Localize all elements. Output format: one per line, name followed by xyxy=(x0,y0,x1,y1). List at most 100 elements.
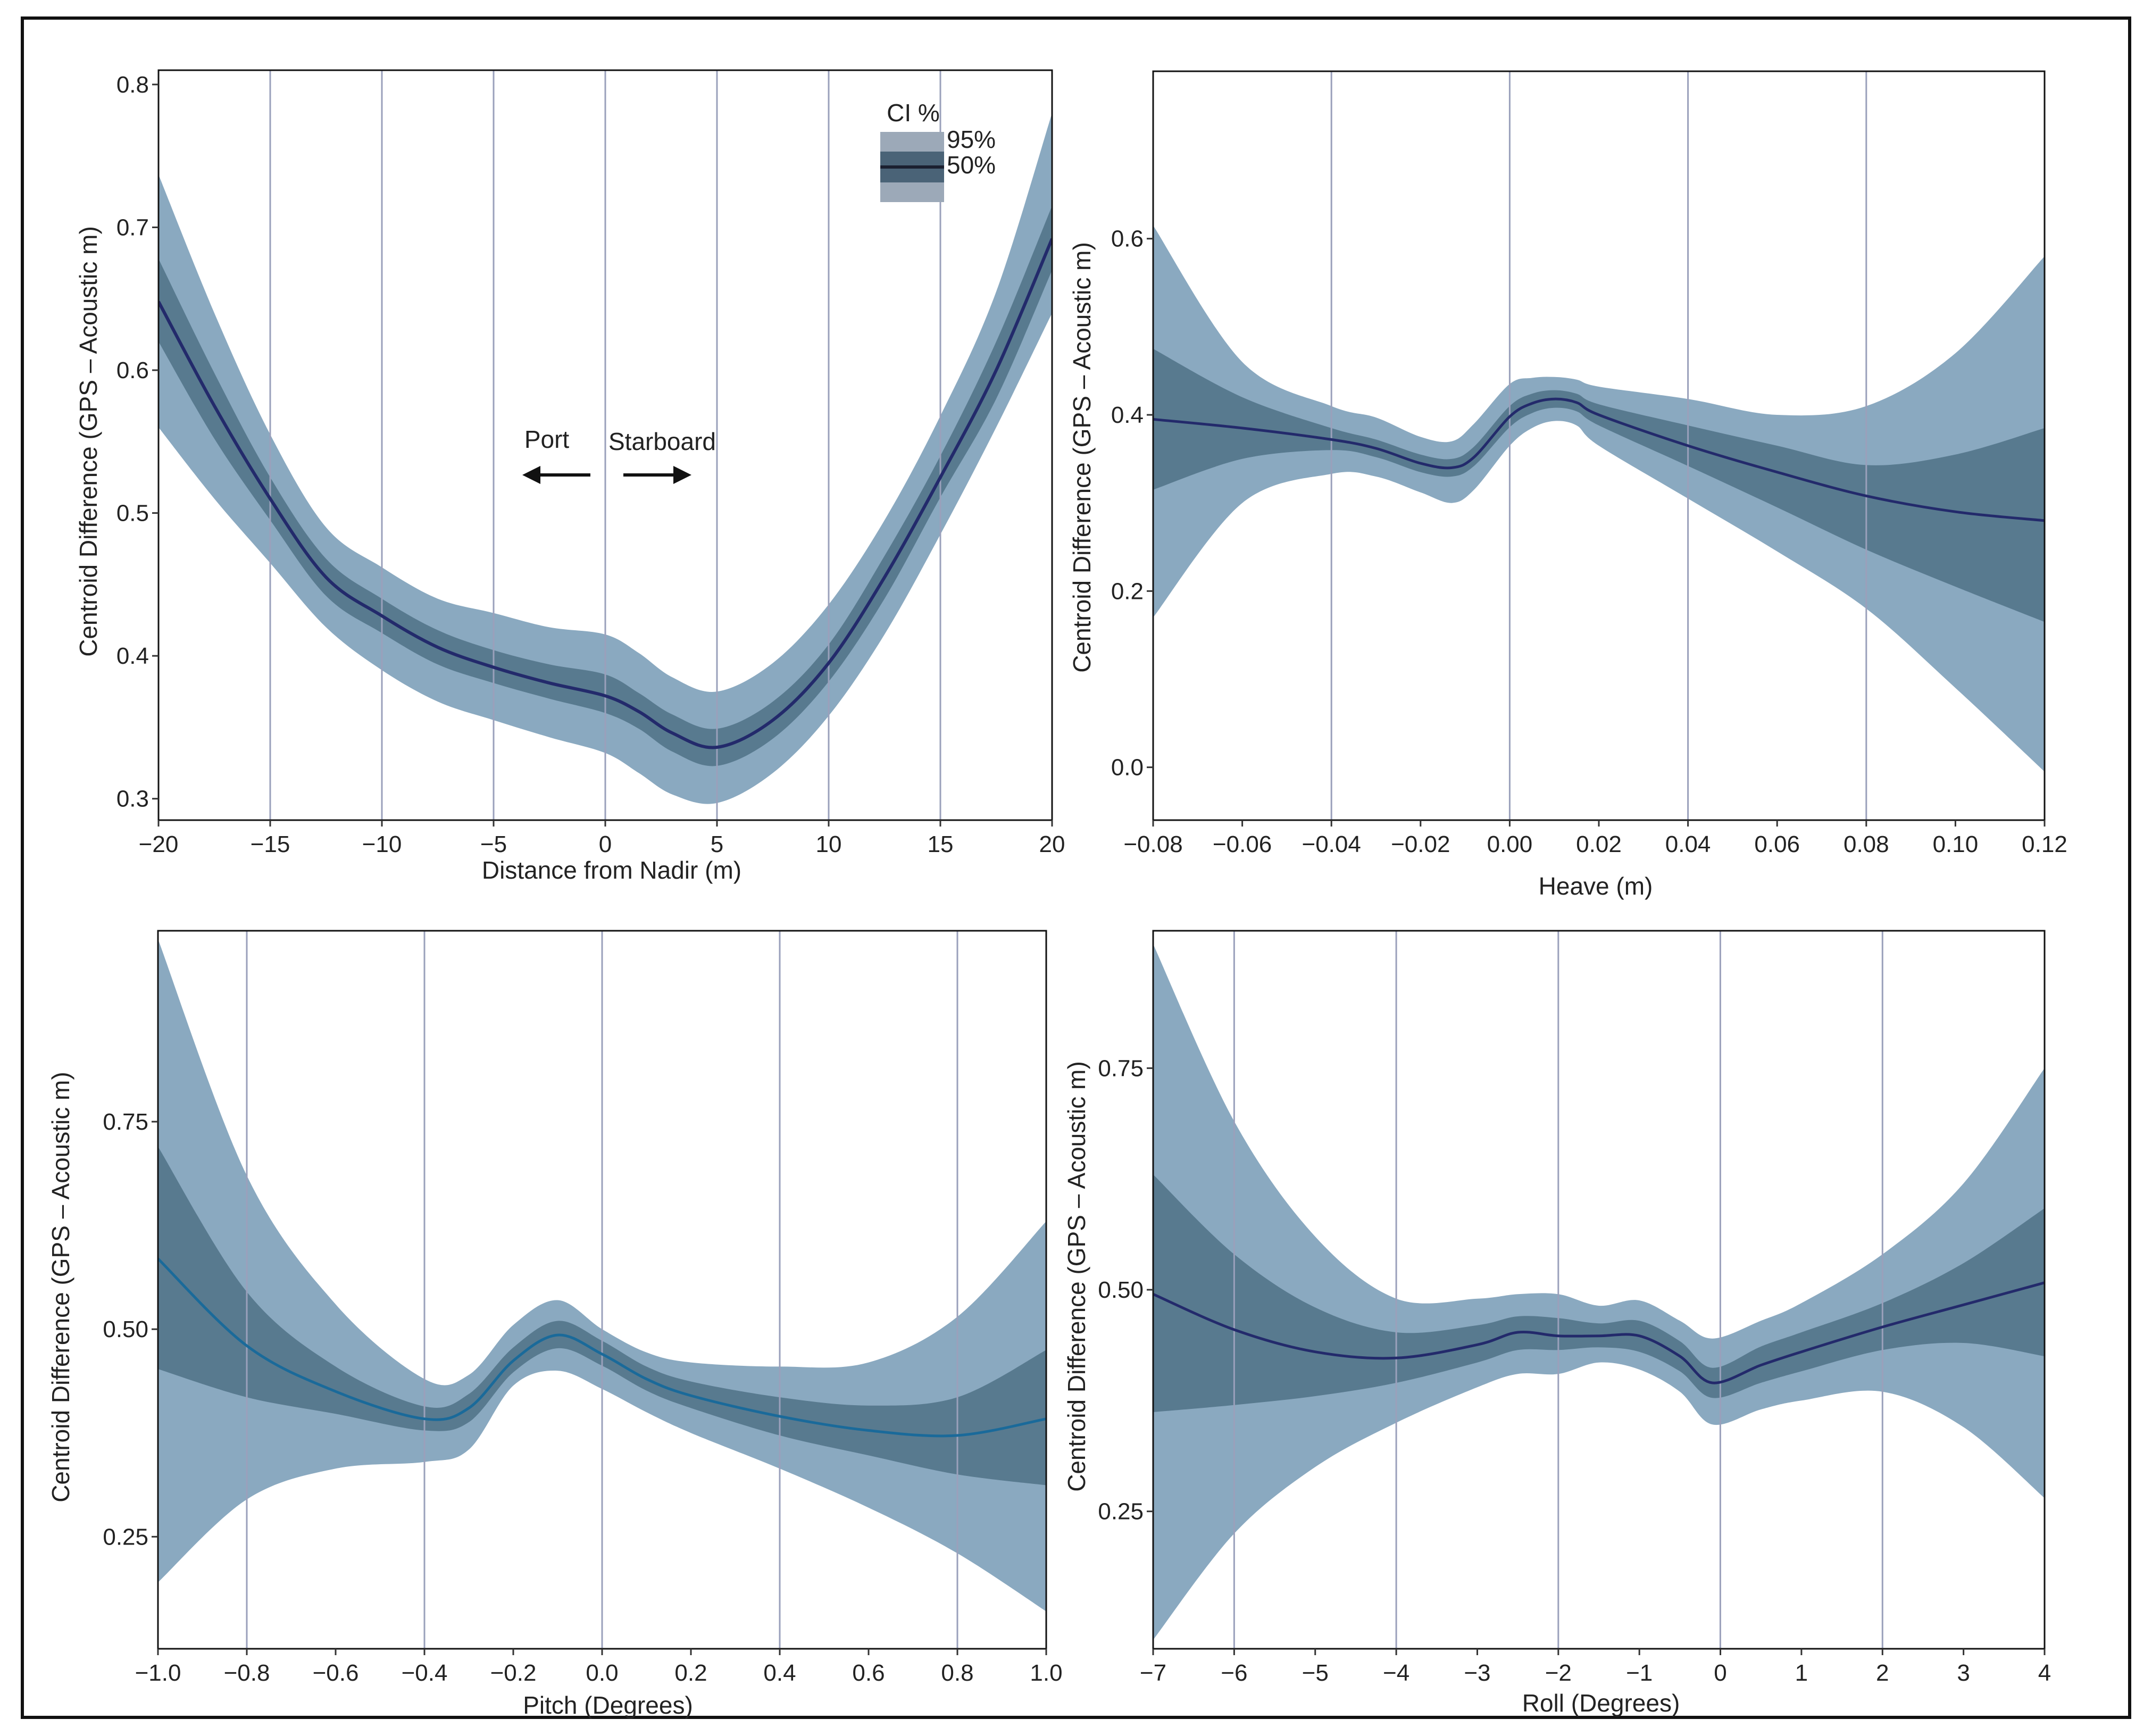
starboard-arrow xyxy=(623,466,691,484)
distance-x-tick-label: 0 xyxy=(599,831,612,857)
figure-frame xyxy=(21,16,2131,1719)
roll-x-tick-label: 3 xyxy=(1957,1660,1970,1686)
panel-pitch: −1.0 −0.8 −0.6 −0.4 −0.2 0.0 0.2 0.4 0.6 0.8 1.0 0.… xyxy=(47,930,1063,1719)
roll-y-axis-title: Centroid Difference (GPS – Acoustic m) xyxy=(1063,1061,1090,1492)
heave-x-tick-label: 0.04 xyxy=(1665,831,1711,857)
heave-x-tick-label: 0.10 xyxy=(1933,831,1979,857)
roll-x-tick-label: −7 xyxy=(1140,1660,1166,1686)
heave-x-tick-label: 0.12 xyxy=(2022,831,2067,857)
legend-label-50: 50% xyxy=(947,151,996,179)
distance-x-tick-label: 5 xyxy=(711,831,723,857)
heave-x-tick-label: 0.02 xyxy=(1576,831,1622,857)
roll-x-tick-label: 4 xyxy=(2038,1660,2051,1686)
heave-y-tick-label: 0.2 xyxy=(1111,578,1144,604)
roll-x-tick-label: −4 xyxy=(1383,1660,1409,1686)
roll-x-tick-label: 0 xyxy=(1714,1660,1726,1686)
heave-x-axis-title: Heave (m) xyxy=(1539,872,1653,900)
pitch-mean-line xyxy=(158,1257,1046,1438)
heave-y-tick-label: 0.4 xyxy=(1111,402,1144,428)
roll-ci50-band xyxy=(1153,1174,2045,1412)
roll-x-tick-label: −6 xyxy=(1221,1660,1247,1686)
roll-x-tick-label: 1 xyxy=(1795,1660,1808,1686)
direction-annotation: Port Starboard xyxy=(522,425,716,484)
roll-x-tick-label: −1 xyxy=(1626,1660,1653,1686)
distance-y-axis-title: Centroid Difference (GPS – Acoustic m) xyxy=(74,226,102,657)
heave-x-tick-label: −0.06 xyxy=(1213,831,1272,857)
pitch-x-tick-label: −0.2 xyxy=(490,1660,537,1686)
distance-series-group xyxy=(159,70,1052,820)
pitch-plot-area xyxy=(157,930,1047,1650)
roll-mean-line xyxy=(1153,1281,2045,1384)
distance-x-tick-label: 10 xyxy=(816,831,842,857)
heave-y-tick-label: 0.6 xyxy=(1111,226,1144,252)
legend: CI % 95% 50% xyxy=(880,99,996,202)
heave-x-tick-label: 0.08 xyxy=(1844,831,1889,857)
distance-x-tick-label: −20 xyxy=(139,831,179,857)
roll-ci95-band xyxy=(1153,944,2045,1640)
panel-distance: −20 −15 −10 −5 0 5 10 15 20 0.3 0.4 0.5 0.6 0.7 0.8 Di… xyxy=(74,69,1065,884)
distance-y-tick-label: 0.8 xyxy=(116,72,149,98)
pitch-x-tick-label: 0.4 xyxy=(763,1660,796,1686)
legend-title: CI % xyxy=(887,99,940,127)
roll-x-tick-label: −2 xyxy=(1545,1660,1572,1686)
pitch-x-tick-label: −1.0 xyxy=(135,1660,181,1686)
pitch-y-tick-label: 0.75 xyxy=(103,1109,148,1135)
roll-x-tick-label: 2 xyxy=(1876,1660,1889,1686)
pitch-x-tick-label: −0.8 xyxy=(224,1660,270,1686)
roll-ticks: −7 −6 −5 −4 −3 −2 −1 0 1 2 3 4 0.25 0.50 0.75 xyxy=(1098,1055,2051,1686)
panel-heave: −0.08 −0.06 −0.04 −0.02 0.00 0.02 0.04 0.06 0.08… xyxy=(1068,70,2067,900)
distance-x-tick-label: 20 xyxy=(1039,831,1065,857)
roll-x-tick-label: −5 xyxy=(1302,1660,1329,1686)
pitch-x-tick-label: −0.6 xyxy=(313,1660,359,1686)
heave-series-group xyxy=(1153,71,2045,820)
pitch-y-tick-label: 0.50 xyxy=(103,1316,148,1342)
distance-plot-area xyxy=(157,69,1053,821)
heave-ticks: −0.08 −0.06 −0.04 −0.02 0.00 0.02 0.04 0.06 0.08… xyxy=(1111,226,2067,857)
pitch-y-tick-label: 0.25 xyxy=(103,1524,148,1550)
distance-y-tick-label: 0.3 xyxy=(116,786,149,812)
pitch-series-group xyxy=(158,931,1046,1649)
roll-y-tick-label: 0.50 xyxy=(1098,1277,1144,1303)
heave-x-tick-label: −0.04 xyxy=(1302,831,1361,857)
port-label: Port xyxy=(524,425,570,453)
legend-label-95: 95% xyxy=(947,126,996,153)
distance-y-tick-label: 0.7 xyxy=(116,214,149,240)
pitch-x-tick-label: 0.6 xyxy=(852,1660,885,1686)
distance-x-axis-title: Distance from Nadir (m) xyxy=(482,856,741,884)
roll-series-group xyxy=(1153,931,2045,1649)
distance-x-tick-label: −15 xyxy=(251,831,290,857)
panel-roll: −7 −6 −5 −4 −3 −2 −1 0 1 2 3 4 0.25 0.50 0.75 Roll (De… xyxy=(1063,930,2051,1717)
heave-mean-line xyxy=(1153,397,2045,522)
distance-x-tick-label: −10 xyxy=(362,831,402,857)
heave-x-tick-label: 0.06 xyxy=(1754,831,1800,857)
pitch-x-tick-label: 1.0 xyxy=(1030,1660,1062,1686)
pitch-x-tick-label: 0.2 xyxy=(674,1660,707,1686)
roll-x-tick-label: −3 xyxy=(1464,1660,1490,1686)
pitch-ticks: −1.0 −0.8 −0.6 −0.4 −0.2 0.0 0.2 0.4 0.6 0.8 1.0 0.… xyxy=(103,1109,1062,1686)
heave-x-tick-label: 0.00 xyxy=(1487,831,1533,857)
roll-y-tick-label: 0.25 xyxy=(1098,1499,1144,1525)
heave-y-tick-label: 0.0 xyxy=(1111,755,1144,781)
distance-y-tick-label: 0.5 xyxy=(116,500,149,527)
roll-y-tick-label: 0.75 xyxy=(1098,1055,1144,1081)
pitch-x-tick-label: 0.8 xyxy=(941,1660,973,1686)
heave-x-tick-label: −0.02 xyxy=(1391,831,1450,857)
roll-x-axis-title: Roll (Degrees) xyxy=(1522,1689,1680,1717)
distance-x-tick-label: 15 xyxy=(928,831,954,857)
distance-ticks: −20 −15 −10 −5 0 5 10 15 20 0.3 0.4 0.5 0.6 0.7 0.8 xyxy=(116,72,1065,857)
starboard-label: Starboard xyxy=(608,428,716,455)
pitch-ci50-band xyxy=(158,1146,1046,1485)
distance-y-tick-label: 0.6 xyxy=(116,357,149,383)
distance-mean-line xyxy=(159,238,1052,749)
heave-y-axis-title: Centroid Difference (GPS – Acoustic m) xyxy=(1068,242,1096,673)
pitch-x-tick-label: −0.4 xyxy=(402,1660,448,1686)
heave-x-tick-label: −0.08 xyxy=(1123,831,1182,857)
port-arrow xyxy=(522,466,590,484)
pitch-y-axis-title: Centroid Difference (GPS – Acoustic m) xyxy=(47,1072,74,1503)
pitch-x-axis-title: Pitch (Degrees) xyxy=(523,1691,693,1719)
pitch-x-tick-label: 0.0 xyxy=(586,1660,618,1686)
distance-y-tick-label: 0.4 xyxy=(116,643,149,669)
distance-x-tick-label: −5 xyxy=(480,831,507,857)
roll-plot-area xyxy=(1152,930,2046,1650)
